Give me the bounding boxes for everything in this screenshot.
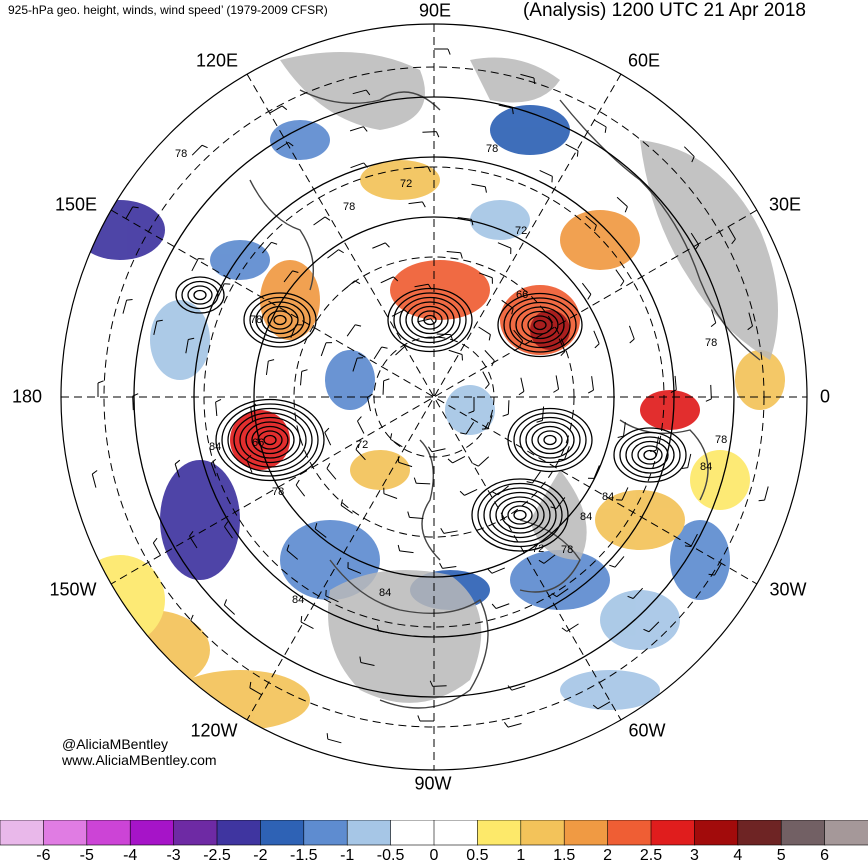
- height-contour-label: 84: [292, 594, 304, 606]
- credit-website: www.AliciaMBentley.com: [62, 752, 217, 768]
- colorbar-tick-label: -3: [166, 847, 181, 864]
- colorbar-swatch: [216, 820, 262, 846]
- colorbar: [0, 820, 868, 846]
- colorbar-tick-label: -6: [36, 847, 51, 864]
- lon-label-90w: 90W: [414, 773, 452, 794]
- colorbar-tick-label: 3: [689, 847, 699, 864]
- colorbar-swatch: [563, 820, 609, 846]
- lon-label-90e: 90E: [418, 0, 452, 21]
- colorbar-tick-label: -2.5: [203, 847, 231, 864]
- colorbar-tick-label: -1.5: [290, 847, 318, 864]
- colorbar-swatch: [0, 820, 45, 846]
- colorbar-swatch: [780, 820, 826, 846]
- graticule: [61, 24, 807, 770]
- height-contour-label: 66: [516, 289, 528, 301]
- height-contour-label: 78: [705, 337, 717, 349]
- lon-label-30e: 30E: [768, 194, 802, 215]
- colorbar-swatch: [86, 820, 132, 846]
- colorbar-swatch: [129, 820, 175, 846]
- colorbar-swatch: [433, 820, 479, 846]
- coastlines: [249, 89, 761, 709]
- height-contour-label: 78: [175, 148, 187, 160]
- colorbar-tick-label: -4: [123, 847, 138, 864]
- colorbar-tick-label: 6: [820, 847, 830, 864]
- lon-label-120w: 120W: [190, 720, 238, 741]
- colorbar-tick-label: 4: [733, 847, 743, 864]
- colorbar-tick-label: -5: [79, 847, 94, 864]
- colorbar-swatch: [477, 820, 522, 846]
- colorbar-tick-label: -1: [340, 847, 355, 864]
- colorbar-tick-label: 2.5: [639, 847, 663, 864]
- height-contour-label: 72: [400, 178, 412, 190]
- height-contour-label: 78: [343, 201, 355, 213]
- height-contour-labels: 78 72 78 72 78 78 66 78 84 66 78 72 78 84 84 84 72 78 84 84: [175, 143, 727, 606]
- map-title: 925-hPa geo. height, winds, wind speed’ …: [8, 3, 328, 17]
- colorbar-swatch: [173, 820, 218, 846]
- height-contour-label: 72: [532, 543, 544, 555]
- lon-label-120e: 120E: [195, 50, 239, 71]
- height-contour-label: 78: [715, 434, 727, 446]
- polar-stereographic-map: 78 72 78 72 78 78 66 78 84 66 78 72 78 84 84 84 72 78 84 84: [60, 23, 808, 771]
- lon-label-150w: 150W: [49, 579, 97, 600]
- lon-label-150e: 150E: [54, 194, 98, 215]
- height-contour-label: 78: [250, 314, 262, 326]
- height-contour-label: 78: [272, 486, 284, 498]
- lon-label-180: 180: [11, 386, 43, 407]
- colorbar-tick-label: 1.5: [553, 847, 576, 864]
- colorbar-swatch: [43, 820, 88, 846]
- height-contour-label: 84: [379, 587, 391, 599]
- height-contour-label: 72: [356, 439, 368, 451]
- lon-label-30w: 30W: [769, 579, 807, 600]
- analysis-time-title: (Analysis) 1200 UTC 21 Apr 2018: [522, 0, 806, 21]
- colorbar-swatch: [520, 820, 565, 846]
- colorbar-tick-label: 2: [603, 847, 613, 864]
- colorbar-tick-label: -0.5: [376, 847, 405, 864]
- wind-barbs: [91, 48, 769, 744]
- colorbar-swatch: [694, 820, 739, 846]
- colorbar-swatch: [390, 820, 435, 846]
- height-contour-label: 78: [486, 143, 498, 155]
- colorbar-swatch: [650, 820, 696, 846]
- colorbar-tick-label: 0: [429, 847, 439, 864]
- colorbar-swatch: [824, 820, 868, 846]
- colorbar-swatch: [737, 820, 782, 846]
- land-gray-areas: [280, 52, 778, 703]
- height-contour-label: 84: [602, 491, 614, 503]
- lon-label-60w: 60W: [628, 720, 666, 741]
- colorbar-swatch: [607, 820, 652, 846]
- colorbar-tick-label: -2: [253, 847, 268, 864]
- colorbar-tick-label: 0.5: [466, 847, 489, 864]
- height-contour-label: 78: [561, 544, 573, 556]
- lon-label-60e: 60E: [627, 50, 661, 71]
- height-contour-label: 84: [700, 461, 712, 473]
- height-contour-label: 72: [515, 225, 527, 237]
- colorbar-swatch: [346, 820, 392, 846]
- lon-label-0: 0: [819, 386, 831, 407]
- colorbar-swatch: [303, 820, 348, 846]
- colorbar-swatch: [260, 820, 305, 846]
- height-contour-label: 84: [209, 441, 221, 453]
- height-contour-label: 66: [252, 437, 264, 449]
- map-boundary: [60, 23, 808, 771]
- colorbar-tick-label: 5: [776, 847, 786, 864]
- height-contour-label: 84: [580, 511, 592, 523]
- credit-handle: @AliciaMBentley: [62, 736, 169, 752]
- colorbar-tick-label: 1: [516, 847, 526, 864]
